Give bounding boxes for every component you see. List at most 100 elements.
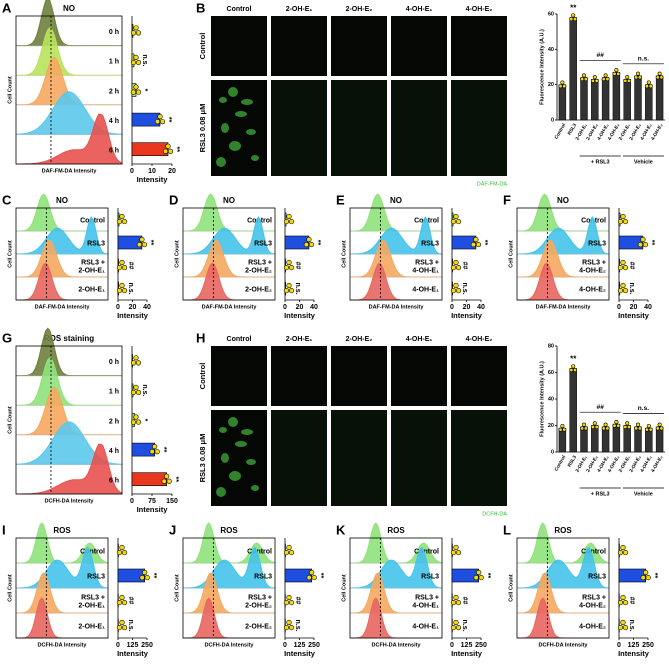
replicate-dot <box>119 544 125 551</box>
replicate-dot <box>308 241 315 248</box>
micrograph <box>211 346 267 406</box>
row-label: Control <box>581 549 606 556</box>
replicate-dot <box>590 78 595 83</box>
row-label: RSL3 <box>588 240 606 247</box>
x-axis-label: DCFH-DA Intensity <box>45 498 95 504</box>
y-axis-label: Cell Count <box>508 574 514 602</box>
cell <box>216 487 226 497</box>
replicate-dot <box>573 17 578 22</box>
replicate-dot <box>135 389 142 396</box>
panel-letter: F <box>503 192 511 207</box>
replicate-dot <box>592 421 597 426</box>
x-axis-label: DAF-FM-DA Intensity <box>202 304 258 310</box>
y-tick-label: 20 <box>548 82 554 88</box>
x-tick-label: 125 <box>294 642 306 649</box>
bar <box>655 75 664 121</box>
x-axis-label: DCFH-DA Intensity <box>205 642 255 648</box>
replicate-dot <box>130 59 137 66</box>
panel-letter: K <box>336 522 346 537</box>
row-label: 0 h <box>109 359 119 366</box>
row-label: 6 h <box>109 148 119 155</box>
bar <box>284 235 310 250</box>
replicate-dot <box>130 30 137 36</box>
panel-letter: E <box>336 192 345 207</box>
panel-title: NO <box>390 196 402 205</box>
x-tick-label: 0 <box>450 642 454 649</box>
x-axis-title: Intensity <box>284 649 316 658</box>
replicate-dot <box>450 549 457 556</box>
significance-label: ## <box>628 597 635 605</box>
row-label: 4-OH-E₂ <box>579 624 606 631</box>
bar <box>451 568 479 583</box>
y-tick-label: 60 <box>548 370 554 376</box>
replicate-dot <box>288 218 295 225</box>
significance-label: n.s. <box>127 619 134 631</box>
replicate-dot <box>605 426 610 431</box>
replicate-dot <box>130 419 137 425</box>
replicate-dot <box>592 75 597 80</box>
column-header: 2-OH-E₂ <box>346 336 373 343</box>
significance-label: ** <box>160 447 167 453</box>
histogram-curve <box>16 443 123 495</box>
replicate-dot <box>645 574 651 581</box>
row-label: 2 h <box>109 88 119 95</box>
replicate-dot <box>635 71 640 76</box>
replicate-dot <box>473 236 479 243</box>
y-tick-label: 0 <box>551 117 554 123</box>
replicate-dot <box>622 599 629 606</box>
replicate-dot <box>640 574 646 581</box>
replicate-dot <box>605 77 610 82</box>
replicate-dot <box>643 569 649 576</box>
bar <box>580 426 588 453</box>
x-tick-label: 75 <box>148 498 156 505</box>
significance-label: n.s. <box>294 619 301 631</box>
histogram-frame <box>15 207 109 301</box>
replicate-dot <box>453 619 459 626</box>
replicate-dot <box>288 624 295 631</box>
row-label: RSL3 + <box>81 259 105 266</box>
panel-title: ROS staining <box>44 334 94 343</box>
row-label: RSL3 <box>421 574 439 581</box>
replicate-dot <box>617 264 624 271</box>
y-axis-label: Cell Count <box>7 406 13 434</box>
y-axis-label: Cell Count <box>174 574 180 602</box>
cell <box>246 459 256 465</box>
replicate-dot <box>601 426 606 431</box>
bar <box>284 568 312 583</box>
row-label: 1 h <box>109 59 119 66</box>
row-label: 2-OH-E₁ <box>78 603 105 610</box>
group-label: Vehicle <box>634 491 653 497</box>
x-axis-label: DAF-FM-DA Intensity <box>35 304 91 310</box>
row-label: RSL3 + <box>248 595 272 602</box>
x-tick-label: 250 <box>308 642 320 649</box>
histogram-curve <box>183 216 276 255</box>
replicate-dot <box>580 426 585 431</box>
replicate-dot <box>583 426 588 431</box>
replicate-dot <box>283 599 290 606</box>
replicate-dot <box>450 624 457 631</box>
significance-label: ## <box>294 262 301 270</box>
replicate-dot <box>288 599 295 606</box>
bar <box>623 425 631 453</box>
replicate-dot <box>130 360 137 366</box>
replicate-dot <box>141 241 148 248</box>
replicate-dot <box>139 574 145 581</box>
replicate-dot <box>655 426 660 431</box>
replicate-dot <box>657 422 662 427</box>
x-axis-title: Intensity <box>117 649 149 658</box>
y-axis-label: Cell Count <box>174 240 180 268</box>
micrograph <box>451 410 507 506</box>
replicate-dot <box>560 423 565 428</box>
replicate-dot <box>614 419 619 424</box>
replicate-dot <box>135 30 142 36</box>
significance-label: * <box>141 89 148 92</box>
significance-label: ## <box>127 597 134 605</box>
replicate-dot <box>622 549 629 556</box>
replicate-dot <box>450 599 457 606</box>
significance-label: ** <box>648 240 655 246</box>
row-header: Control <box>198 363 207 390</box>
row-header: RSL3 0.08 μM <box>198 104 207 153</box>
row-header: Control <box>198 33 207 60</box>
significance-label: n.s. <box>628 282 635 294</box>
x-axis-title: Intensity <box>451 311 483 320</box>
